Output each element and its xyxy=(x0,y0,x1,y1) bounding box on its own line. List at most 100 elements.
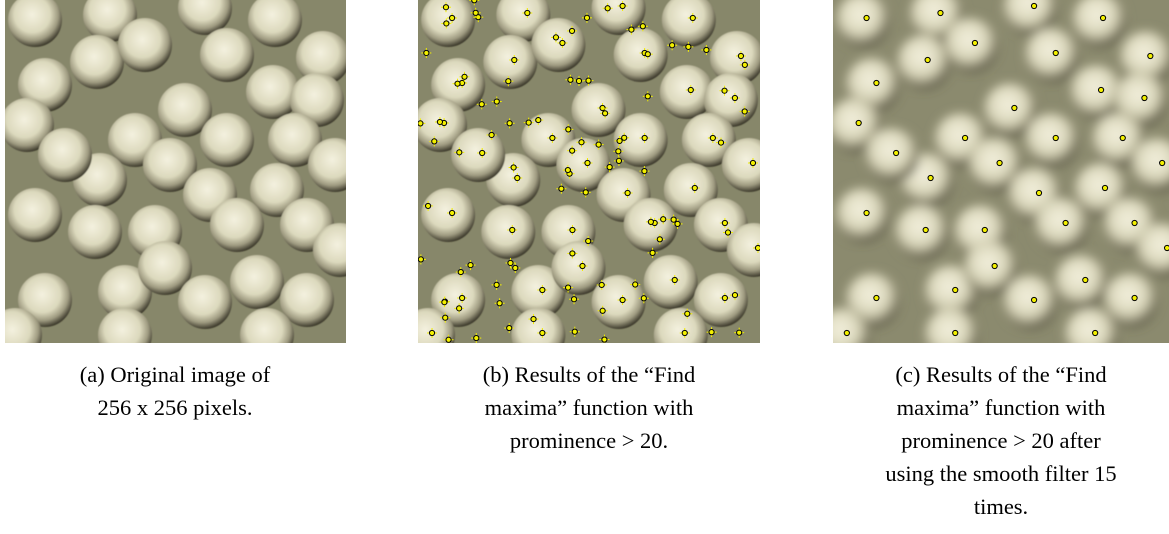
maxima-point xyxy=(418,121,423,126)
maxima-point xyxy=(425,203,430,208)
maxima-point xyxy=(525,10,530,15)
maxima-point xyxy=(629,27,634,32)
maxima-point xyxy=(732,293,737,298)
cell xyxy=(230,255,284,309)
maxima-point xyxy=(429,330,434,335)
maxima-point xyxy=(750,160,755,165)
cell xyxy=(8,188,62,242)
maxima-point xyxy=(992,263,997,268)
maxima-point xyxy=(479,102,484,107)
cell xyxy=(70,35,124,89)
maxima-point xyxy=(874,80,879,85)
maxima-point xyxy=(596,142,601,147)
maxima-point xyxy=(675,221,680,226)
maxima-point xyxy=(671,217,676,222)
caption-line: (c) Results of the “Find xyxy=(811,358,1169,391)
cell xyxy=(1003,275,1057,329)
maxima-point xyxy=(622,135,627,140)
caption-line: prominence > 20 after xyxy=(811,424,1169,457)
maxima-point xyxy=(1012,105,1017,110)
cell xyxy=(836,188,890,242)
maxima-point xyxy=(633,282,638,287)
maxima-point xyxy=(722,295,727,300)
maxima-point xyxy=(1063,220,1068,225)
maxima-point xyxy=(1100,15,1105,20)
maxima-point xyxy=(642,135,647,140)
maxima-point xyxy=(894,150,899,155)
maxima-point xyxy=(874,295,879,300)
maxima-point xyxy=(571,297,576,302)
maxima-point xyxy=(742,62,747,67)
maxima-point xyxy=(566,127,571,132)
maxima-point xyxy=(565,285,570,290)
maxima-point xyxy=(709,330,714,335)
maxima-point xyxy=(648,219,653,224)
maxima-point xyxy=(1083,277,1088,282)
maxima-point xyxy=(540,330,545,335)
maxima-point xyxy=(507,325,512,330)
maxima-point xyxy=(641,296,646,301)
maxima-point xyxy=(625,190,630,195)
maxima-point xyxy=(511,165,516,170)
maxima-point xyxy=(645,94,650,99)
maxima-point xyxy=(584,15,589,20)
maxima-point xyxy=(1093,330,1098,335)
caption: (c) Results of the “Findmaxima” function… xyxy=(811,358,1169,523)
maxima-point xyxy=(1160,160,1165,165)
cell xyxy=(200,113,254,167)
cell xyxy=(1054,255,1108,309)
maxima-point xyxy=(489,132,494,137)
maxima-point xyxy=(938,10,943,15)
maxima-point xyxy=(585,160,590,165)
maxima-point xyxy=(570,227,575,232)
maxima-point xyxy=(480,150,485,155)
cell xyxy=(118,18,172,72)
maxima-point xyxy=(620,297,625,302)
maxima-point xyxy=(1148,53,1153,58)
maxima-point xyxy=(474,335,479,340)
maxima-point xyxy=(458,269,463,274)
maxima-point xyxy=(742,109,747,114)
maxima-point xyxy=(738,53,743,58)
maxima-point xyxy=(856,120,861,125)
maxima-point xyxy=(570,148,575,153)
maxima-point xyxy=(722,88,727,93)
maxima-point xyxy=(953,330,958,335)
maxima-point xyxy=(1142,95,1147,100)
maxima-point xyxy=(583,190,588,195)
maxima-point xyxy=(690,15,695,20)
cell xyxy=(644,255,698,309)
maxima-point xyxy=(460,295,465,300)
maxima-point xyxy=(510,227,515,232)
image-smoothed-maxima xyxy=(833,0,1169,343)
maxima-point xyxy=(457,150,462,155)
cell xyxy=(897,35,951,89)
image-original xyxy=(5,0,346,343)
maxima-point xyxy=(616,158,621,163)
maxima-point xyxy=(1031,297,1036,302)
maxima-point xyxy=(576,78,581,83)
maxima-point xyxy=(418,257,423,262)
maxima-point xyxy=(455,81,460,86)
maxima-point xyxy=(432,139,437,144)
maxima-point xyxy=(616,149,621,154)
maxima-point xyxy=(444,21,449,26)
caption-line: (b) Results of the “Find xyxy=(399,358,779,391)
maxima-point xyxy=(661,217,666,222)
maxima-point xyxy=(864,210,869,215)
maxima-point xyxy=(600,105,605,110)
caption-line: maxima” function with xyxy=(399,391,779,424)
maxima-point xyxy=(928,175,933,180)
maxima-point xyxy=(925,57,930,62)
maxima-point xyxy=(497,301,502,306)
caption-line: maxima” function with xyxy=(811,391,1169,424)
cell xyxy=(614,28,668,82)
maxima-point xyxy=(725,230,730,235)
maxima-point xyxy=(437,119,442,124)
cell xyxy=(944,18,998,72)
maxima-point xyxy=(442,300,447,305)
maxima-point xyxy=(1120,135,1125,140)
maxima-point xyxy=(732,95,737,100)
maxima-point xyxy=(688,87,693,92)
